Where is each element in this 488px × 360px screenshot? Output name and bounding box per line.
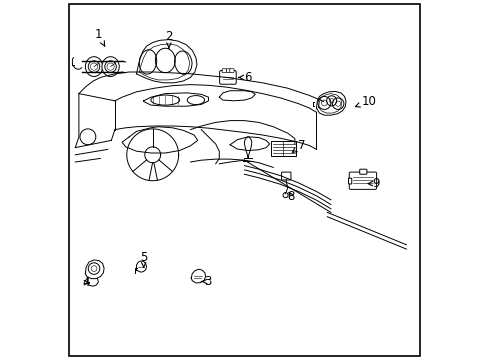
FancyBboxPatch shape <box>281 172 290 180</box>
FancyBboxPatch shape <box>219 71 236 84</box>
FancyBboxPatch shape <box>226 69 230 72</box>
Bar <box>271 141 295 156</box>
FancyBboxPatch shape <box>348 178 351 184</box>
Text: 9: 9 <box>367 177 379 190</box>
Text: 5: 5 <box>140 251 147 267</box>
Ellipse shape <box>102 57 119 77</box>
Text: 1: 1 <box>94 28 104 46</box>
Text: 10: 10 <box>355 95 375 108</box>
Text: 2: 2 <box>165 30 172 48</box>
FancyBboxPatch shape <box>359 169 366 174</box>
FancyBboxPatch shape <box>222 69 226 72</box>
Text: 3: 3 <box>201 275 211 288</box>
Text: 7: 7 <box>292 139 305 152</box>
Text: 6: 6 <box>238 71 251 84</box>
FancyBboxPatch shape <box>348 172 376 189</box>
Ellipse shape <box>85 57 102 77</box>
Text: 4: 4 <box>82 276 90 289</box>
FancyBboxPatch shape <box>229 69 234 72</box>
Text: 8: 8 <box>287 190 294 203</box>
